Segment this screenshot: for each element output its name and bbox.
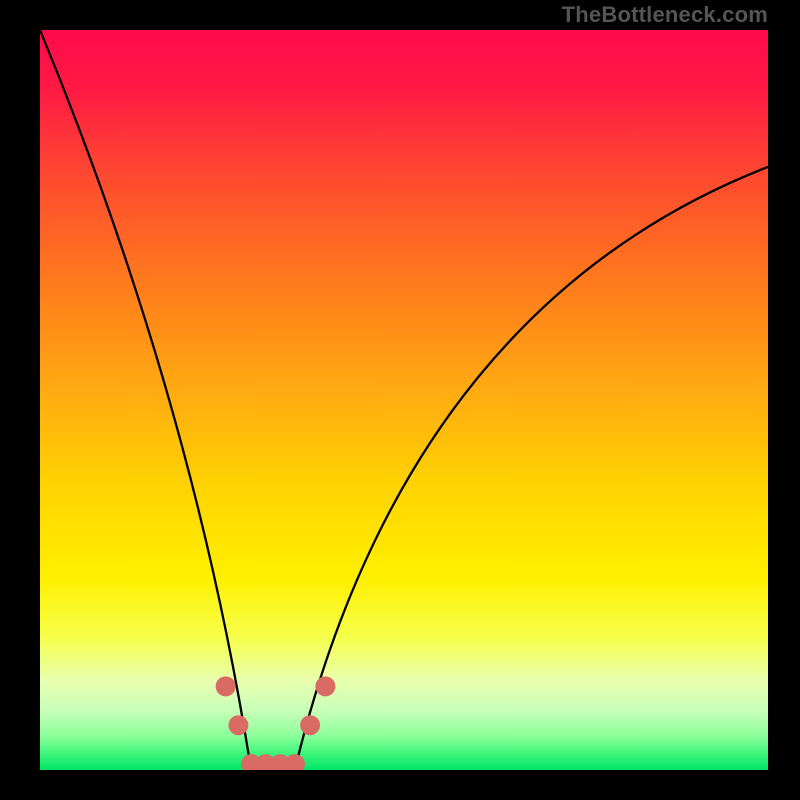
minimum-marker-dot xyxy=(216,676,236,696)
minimum-marker-dot xyxy=(228,715,248,735)
minimum-marker-dot xyxy=(300,715,320,735)
minimum-marker-dot xyxy=(285,754,305,770)
minimum-marker xyxy=(216,676,336,770)
curve-path xyxy=(40,30,768,770)
minimum-marker-dot xyxy=(315,676,335,696)
chart-plot-area xyxy=(40,30,768,770)
watermark-text: TheBottleneck.com xyxy=(562,2,768,28)
bottleneck-curve xyxy=(40,30,768,770)
